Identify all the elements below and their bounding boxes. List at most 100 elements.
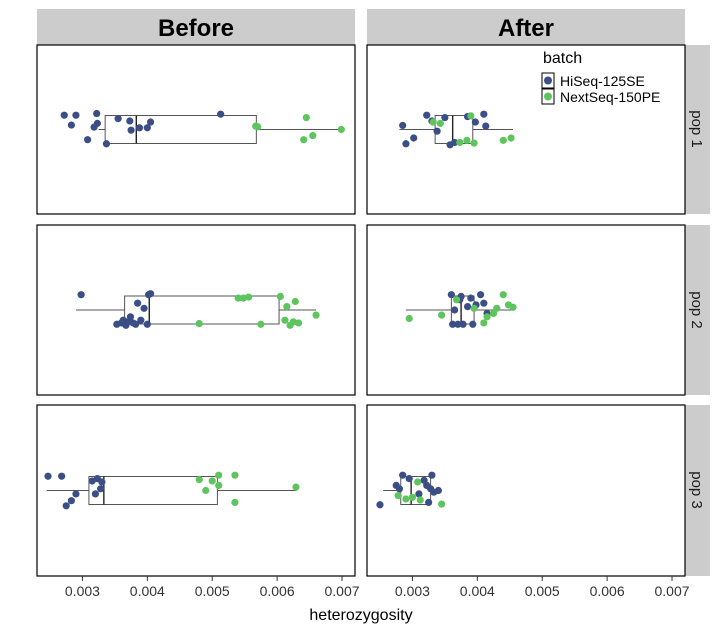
data-point-nextseq-150pe — [215, 481, 223, 489]
panel-border — [36, 44, 356, 215]
data-point-hiseq-125se — [135, 124, 144, 132]
data-point-hiseq-125se — [102, 140, 111, 148]
data-point-hiseq-125se — [410, 134, 418, 142]
data-point-hiseq-125se — [399, 471, 407, 479]
data-point-nextseq-150pe — [300, 136, 308, 144]
boxplot — [46, 476, 297, 505]
points — [399, 110, 515, 149]
data-point-hiseq-125se — [127, 126, 135, 134]
data-point-hiseq-125se — [471, 118, 479, 126]
data-point-hiseq-125se — [114, 115, 122, 123]
data-point-hiseq-125se — [415, 490, 423, 498]
x-tick-label: 0.006 — [260, 583, 295, 599]
data-point-hiseq-125se — [143, 320, 151, 328]
panel-before-pop-3 — [36, 404, 356, 577]
data-point-nextseq-150pe — [480, 319, 488, 327]
panel-background — [367, 405, 685, 576]
panel-before-pop-2 — [36, 224, 356, 396]
data-point-nextseq-150pe — [202, 486, 210, 495]
points — [376, 471, 446, 509]
x-tick-label: 0.003 — [395, 583, 430, 599]
data-point-nextseq-150pe — [244, 293, 253, 301]
data-point-nextseq-150pe — [483, 313, 491, 321]
data-point-nextseq-150pe — [416, 496, 424, 504]
data-point-nextseq-150pe — [312, 311, 320, 319]
data-point-nextseq-150pe — [254, 123, 262, 131]
data-point-nextseq-150pe — [470, 139, 478, 147]
data-point-hiseq-125se — [143, 124, 151, 132]
x-tick-label: 0.003 — [65, 583, 100, 599]
data-point-hiseq-125se — [467, 294, 475, 302]
data-point-hiseq-125se — [449, 320, 457, 328]
data-point-hiseq-125se — [454, 320, 462, 328]
data-point-hiseq-125se — [77, 291, 85, 299]
row-strip-pop-2: pop 2 — [685, 225, 710, 395]
data-point-nextseq-150pe — [489, 309, 498, 317]
data-point-hiseq-125se — [58, 472, 66, 480]
column-strip-after: After — [367, 9, 685, 45]
x-tick-label: 0.005 — [525, 583, 560, 599]
x-axis-after: 0.003 0.004 0.005 0.006 0.007 — [395, 576, 690, 599]
data-point-hiseq-125se — [459, 320, 467, 328]
data-point-hiseq-125se — [482, 122, 490, 130]
data-point-nextseq-150pe — [234, 294, 242, 302]
legend: batch HiSeq-125SE NextSeq-150PE — [534, 46, 682, 112]
points — [77, 290, 320, 329]
panel-border — [36, 404, 356, 577]
panel-after-pop-2 — [366, 224, 686, 396]
data-point-hiseq-125se — [67, 121, 75, 129]
x-axis-before: 0.003 0.004 0.005 0.006 0.007 — [65, 576, 360, 599]
data-point-hiseq-125se — [425, 498, 433, 506]
data-point-nextseq-150pe — [394, 492, 402, 500]
column-title-before: Before — [158, 15, 234, 42]
data-point-hiseq-125se — [434, 486, 442, 495]
data-point-nextseq-150pe — [231, 471, 239, 479]
data-point-nextseq-150pe — [215, 471, 223, 479]
data-point-nextseq-150pe — [414, 478, 422, 486]
data-point-hiseq-125se — [428, 471, 436, 479]
panel-border — [366, 224, 686, 396]
data-point-hiseq-125se — [451, 138, 459, 147]
data-point-nextseq-150pe — [283, 303, 291, 311]
x-tick-label: 0.007 — [654, 583, 689, 599]
data-point-hiseq-125se — [133, 299, 142, 307]
row-strip-pop-3: pop 3 — [685, 405, 710, 576]
data-point-hiseq-125se — [146, 290, 155, 298]
data-point-hiseq-125se — [402, 140, 410, 148]
data-point-nextseq-150pe — [231, 498, 239, 506]
data-point-hiseq-125se — [126, 117, 134, 125]
data-point-hiseq-125se — [62, 502, 70, 510]
data-point-nextseq-150pe — [195, 320, 203, 328]
panel-after-pop-3 — [366, 404, 686, 577]
row-title-pop-1: pop 1 — [688, 110, 705, 148]
data-point-hiseq-125se — [140, 304, 148, 312]
x-tick-label: 0.006 — [590, 583, 625, 599]
data-point-hiseq-125se — [44, 472, 52, 480]
data-point-hiseq-125se — [480, 110, 488, 118]
panel-border — [366, 404, 686, 577]
data-point-nextseq-150pe — [402, 495, 410, 503]
legend-label-hiseq: HiSeq-125SE — [560, 73, 645, 89]
data-point-hiseq-125se — [469, 320, 477, 328]
points — [60, 109, 345, 148]
facet-panels — [36, 44, 686, 577]
data-point-hiseq-125se — [441, 114, 449, 122]
x-axis-label: heterozygosity — [309, 607, 412, 624]
legend-title: batch — [543, 50, 582, 67]
data-point-nextseq-150pe — [309, 132, 317, 140]
data-point-hiseq-125se — [423, 111, 431, 119]
row-title-pop-2: pop 2 — [688, 291, 705, 329]
x-tick-label: 0.004 — [130, 583, 165, 599]
column-title-after: After — [498, 15, 554, 42]
data-point-nextseq-150pe — [452, 296, 461, 304]
legend-dot-nextseq — [544, 92, 552, 101]
data-point-nextseq-150pe — [208, 477, 216, 485]
panel-before-pop-1 — [36, 44, 356, 215]
data-point-nextseq-150pe — [291, 297, 299, 306]
data-point-hiseq-125se — [137, 316, 145, 324]
data-point-nextseq-150pe — [467, 112, 475, 120]
data-point-nextseq-150pe — [470, 304, 478, 312]
legend-key-hiseq — [541, 72, 555, 89]
data-point-hiseq-125se — [67, 497, 75, 505]
